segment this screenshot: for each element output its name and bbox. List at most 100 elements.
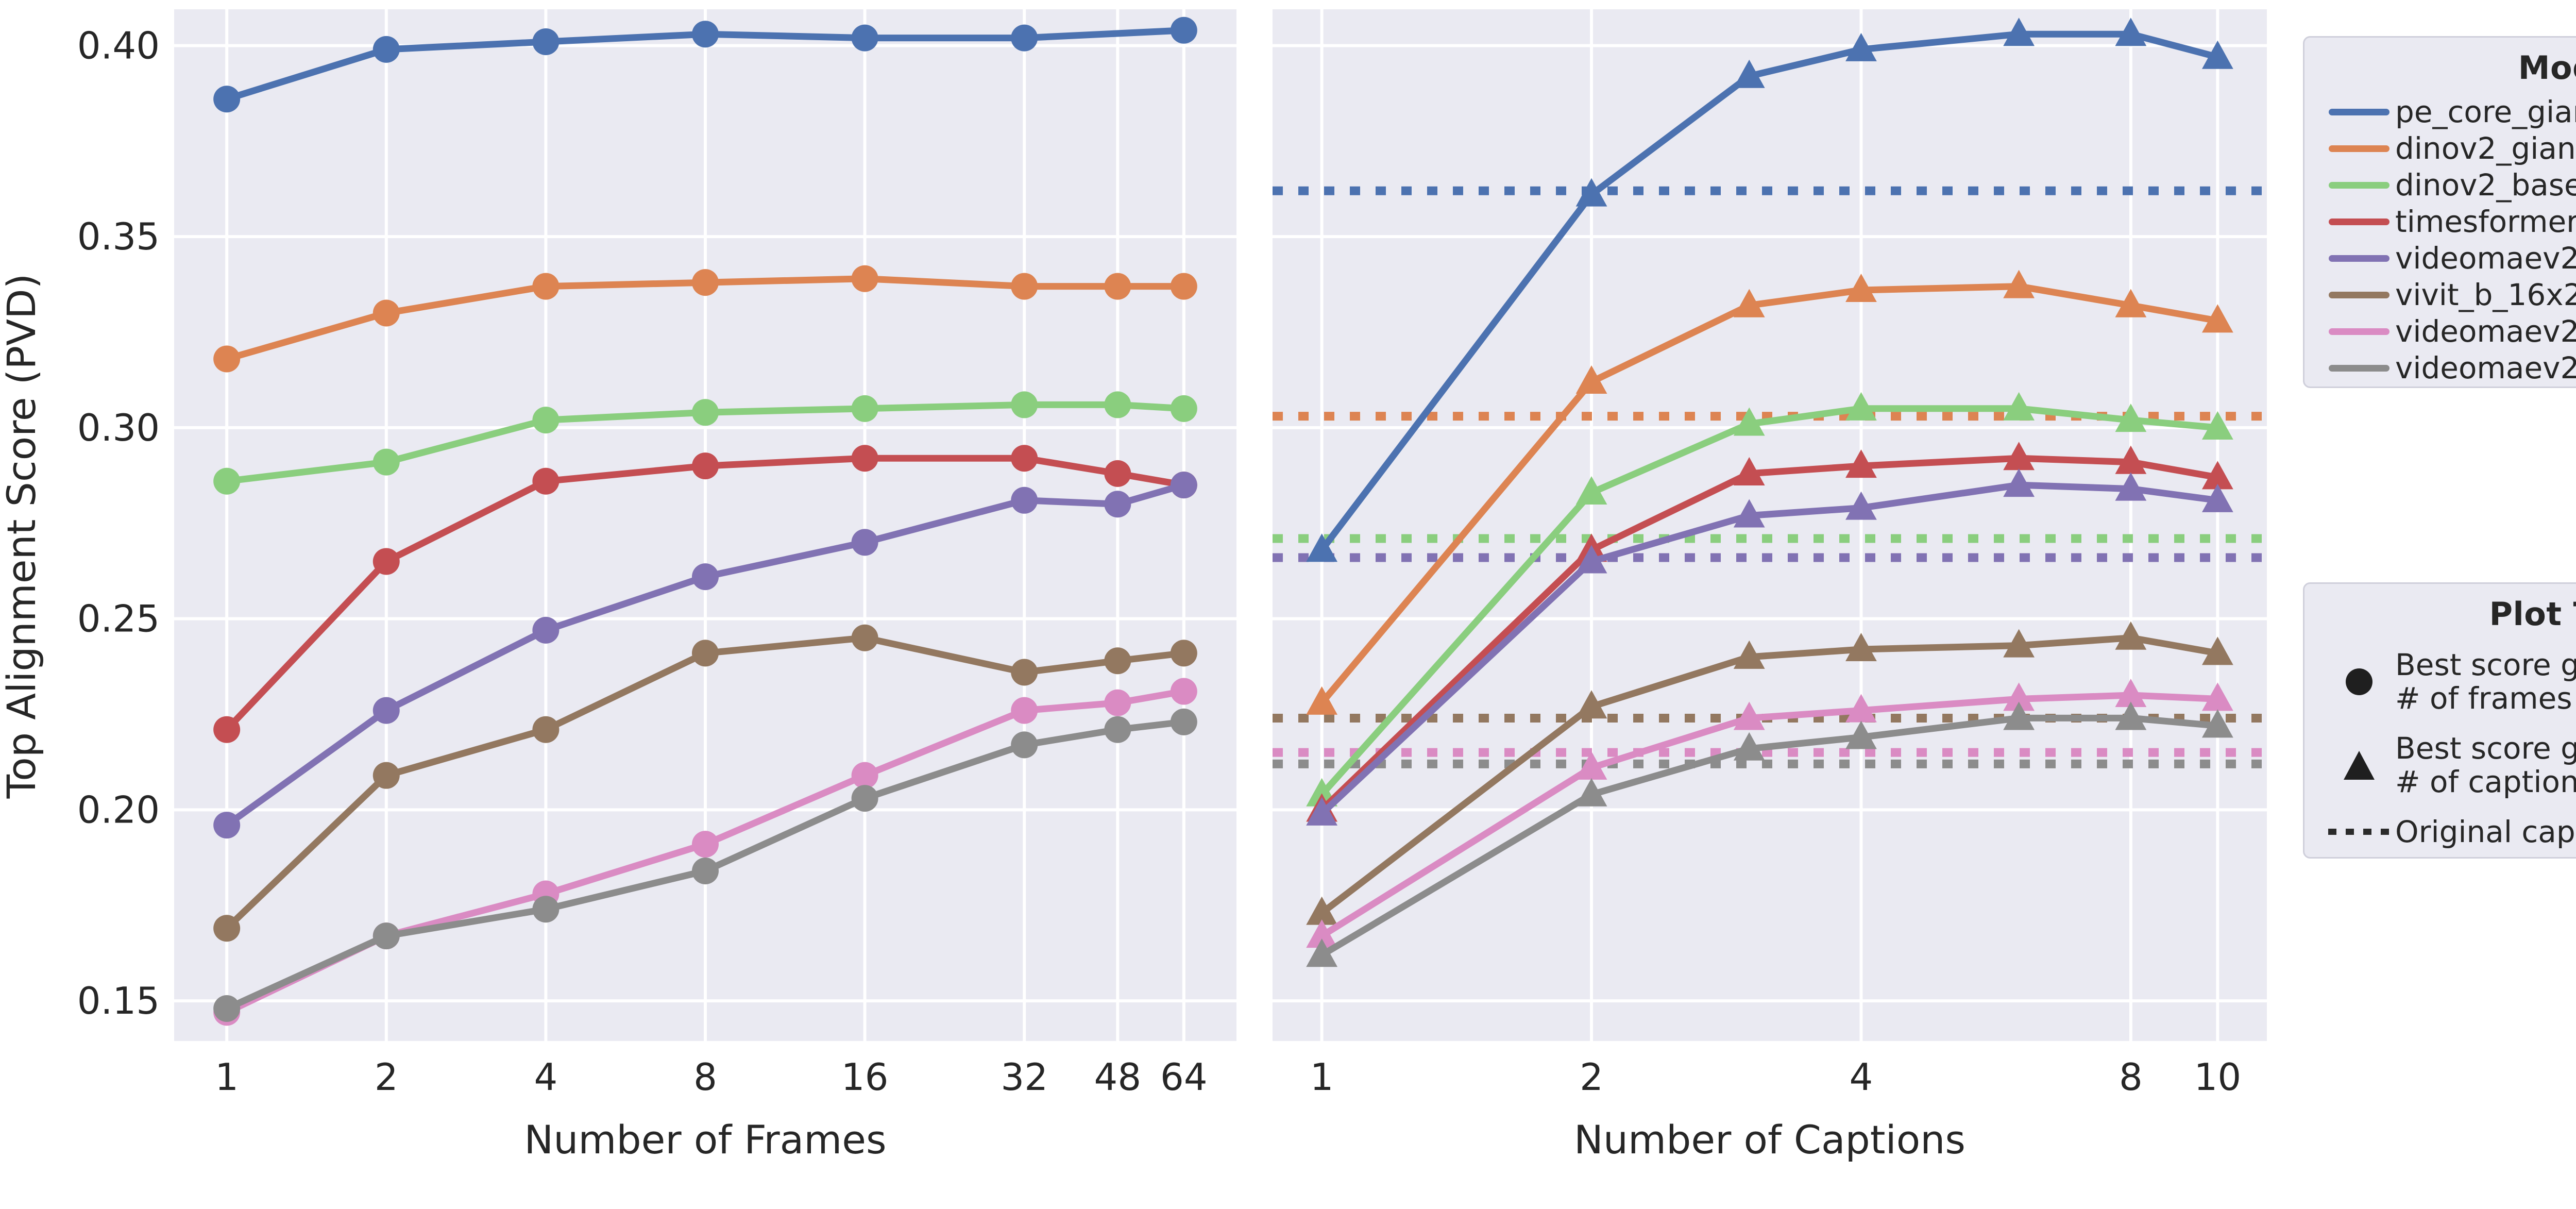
dotted-line-icon (2328, 829, 2390, 835)
y-tick-label: 0.40 (77, 24, 160, 67)
y-tick-label: 0.35 (77, 215, 160, 258)
data-point-videomaev2_base (532, 896, 560, 923)
data-point-vivit_b_16x2_kinetics400 (2115, 621, 2147, 650)
y-axis-label-text: Top Alignment Score (PVD) (0, 274, 44, 799)
data-point-vivit_b_16x2_kinetics400 (1306, 896, 1338, 925)
x-tick-label: 4 (534, 1055, 557, 1099)
data-point-vivit_b_16x2_kinetics400 (532, 716, 560, 743)
line-swatch-icon (2323, 145, 2395, 152)
model-legend-item[interactable]: dinov2_giant (2304, 130, 2576, 167)
series-line-dinov2_giant (223, 275, 1188, 362)
data-point-pe_core_giant (1011, 24, 1038, 52)
data-point-dinov2_giant (692, 269, 719, 296)
data-point-dinov2_base (1845, 392, 1877, 421)
model-legend-label: timesformer_base_k400 (2395, 204, 2576, 239)
plot-type-legend-label: Best score given # of frames (2395, 647, 2576, 716)
data-point-dinov2_giant (2201, 304, 2233, 333)
plot-type-legend-item[interactable]: Original caption score (2304, 807, 2576, 857)
data-point-dinov2_base (2201, 411, 2233, 440)
data-point-videomaev2_base (1011, 731, 1038, 759)
data-point-timesformer_base_k400 (692, 452, 719, 480)
data-point-dinov2_base (1011, 391, 1038, 418)
data-point-pe_core_giant (851, 24, 878, 52)
data-point-videomaev2_huge (1575, 545, 1607, 574)
data-point-vivit_b_16x2_kinetics400 (2201, 636, 2233, 665)
circle-marker-icon (2346, 668, 2372, 695)
data-point-videomaev2_huge (372, 697, 400, 724)
data-point-videomaev2_base (1575, 778, 1607, 807)
captions-panel: 1 2 4 8 10 Number of Captions (1273, 9, 2267, 1163)
plot-type-legend-item[interactable]: Best score given # of captions (2304, 724, 2576, 807)
y-tick-label: 0.25 (77, 597, 160, 641)
data-point-timesformer_base_k400 (851, 445, 878, 472)
data-point-dinov2_giant (1306, 686, 1338, 715)
model-legend-item[interactable]: vivit_b_16x2_kinetics400 (2304, 277, 2576, 313)
y-tick-labels: 0.15 0.20 0.25 0.30 0.35 0.40 (77, 24, 160, 1022)
data-point-videomaev2_base (2003, 701, 2035, 730)
model-legend-item[interactable]: videomaev2_large (2304, 313, 2576, 350)
line-swatch-icon (2323, 364, 2395, 372)
model-legend-item[interactable]: videomaev2_base (2304, 350, 2576, 387)
data-point-vivit_b_16x2_kinetics400 (1011, 659, 1038, 686)
plot-type-legend-item[interactable]: Best score given # of frames (2304, 640, 2576, 724)
data-point-dinov2_giant (2003, 270, 2035, 298)
series-line-videomaev2_base (223, 718, 1188, 1012)
plot-type-legend-title: Plot Type (2489, 595, 2576, 633)
line-swatch-icon (2323, 291, 2395, 298)
data-point-videomaev2_base (692, 858, 719, 885)
data-point-videomaev2_large (2115, 678, 2147, 707)
data-point-timesformer_base_k400 (1104, 460, 1131, 487)
data-point-timesformer_base_k400 (1845, 449, 1877, 478)
data-point-dinov2_giant (2115, 289, 2147, 317)
data-point-timesformer_base_k400 (2201, 461, 2233, 490)
line-swatch-icon (2323, 328, 2395, 335)
model-legend-item[interactable]: dinov2_base (2304, 167, 2576, 204)
x-tick-label: 1 (1310, 1055, 1334, 1099)
model-legend-label: dinov2_base (2395, 167, 2576, 203)
model-legend-item[interactable]: pe_core_giant (2304, 94, 2576, 130)
data-point-videomaev2_huge (1845, 491, 1877, 520)
plot-type-swatch (2323, 750, 2395, 780)
model-legend-title: Model (2518, 49, 2576, 87)
data-point-vivit_b_16x2_kinetics400 (692, 640, 719, 667)
data-point-pe_core_giant (1170, 16, 1197, 44)
data-point-dinov2_base (851, 395, 878, 422)
data-point-videomaev2_base (2201, 709, 2233, 738)
data-point-dinov2_giant (851, 265, 878, 292)
data-point-pe_core_giant (372, 36, 400, 63)
data-point-dinov2_giant (1170, 273, 1197, 300)
data-point-videomaev2_large (851, 762, 878, 789)
y-tick-label: 0.30 (77, 406, 160, 449)
model-legend-label: videomaev2_huge (2395, 240, 2576, 276)
series-line-vivit_b_16x2_kinetics400 (223, 634, 1188, 932)
data-point-timesformer_base_k400 (1011, 445, 1038, 472)
plot-type-legend-label: Original caption score (2395, 814, 2576, 849)
line-swatch-icon (2323, 255, 2395, 262)
data-point-videomaev2_base (1170, 708, 1197, 735)
data-point-vivit_b_16x2_kinetics400 (1104, 647, 1131, 675)
data-point-videomaev2_base (1306, 938, 1338, 967)
data-point-vivit_b_16x2_kinetics400 (851, 624, 878, 651)
model-legend-item[interactable]: timesformer_base_k400 (2304, 204, 2576, 240)
data-point-videomaev2_huge (2003, 468, 2035, 497)
data-point-dinov2_base (1104, 391, 1131, 418)
series-line-videomaev2_huge (223, 481, 1188, 829)
data-point-dinov2_base (1170, 395, 1197, 422)
data-point-dinov2_base (2115, 404, 2147, 432)
data-point-dinov2_giant (532, 273, 560, 300)
data-point-videomaev2_base (213, 995, 241, 1022)
data-point-videomaev2_large (1845, 694, 1877, 723)
data-point-dinov2_giant (1575, 365, 1607, 394)
x-tick-label: 2 (375, 1055, 398, 1099)
data-point-vivit_b_16x2_kinetics400 (213, 915, 241, 942)
data-point-videomaev2_base (2115, 701, 2147, 730)
x-tick-label: 48 (1094, 1055, 1142, 1099)
model-legend-item[interactable]: videomaev2_huge (2304, 240, 2576, 277)
data-point-videomaev2_large (2003, 682, 2035, 711)
data-point-dinov2_base (692, 399, 719, 426)
data-point-pe_core_giant (2003, 18, 2035, 46)
data-point-videomaev2_huge (1306, 797, 1338, 826)
model-legend: Model pe_core_giantdinov2_giantdinov2_ba… (2303, 36, 2576, 388)
data-point-videomaev2_base (851, 785, 878, 812)
data-point-dinov2_giant (1733, 289, 1765, 317)
